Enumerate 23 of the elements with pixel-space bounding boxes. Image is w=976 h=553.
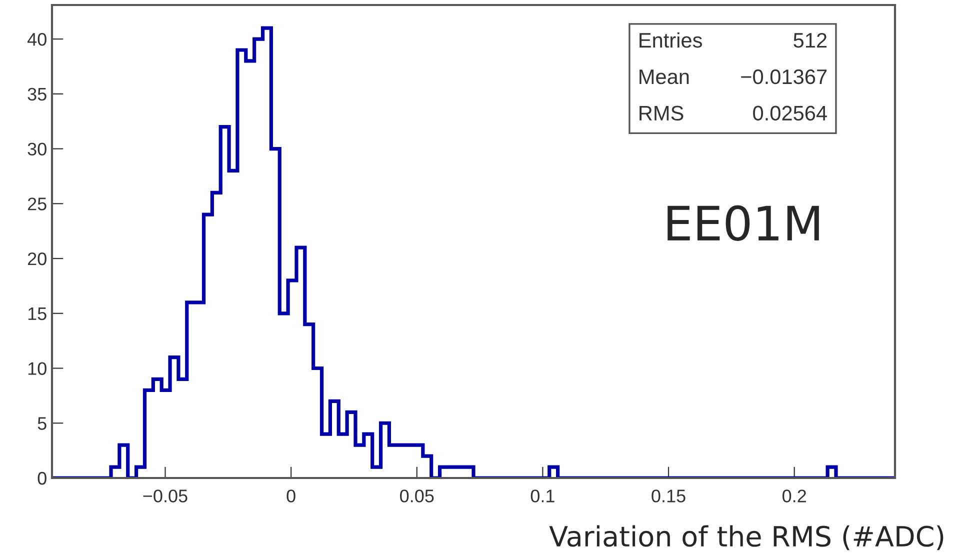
- x-tick-label: 0.2: [782, 490, 806, 502]
- y-tick-label: 15: [28, 308, 46, 320]
- y-tick-label: 0: [38, 472, 46, 485]
- annotation: Entries: [640, 32, 702, 48]
- y-tick-label: 10: [28, 362, 46, 375]
- x-tick-label: 0.1: [530, 490, 554, 502]
- y-tick-label: 5: [38, 417, 46, 430]
- x-tick-label: 0.05: [400, 490, 434, 502]
- x-tick-label: 0.15: [652, 490, 686, 502]
- x-tick-label: −0.05: [143, 490, 188, 502]
- annotation: 0.02564: [753, 106, 827, 121]
- annotation: Mean: [640, 70, 689, 84]
- y-tick-label: 30: [28, 142, 46, 156]
- annotation: 512: [794, 32, 827, 48]
- y-tick-label: 40: [27, 32, 46, 46]
- x-tick-label: 0: [286, 490, 296, 502]
- y-tick-label: 25: [28, 198, 46, 210]
- x-axis-title: Variation of the RMS (#ADC): [549, 525, 944, 550]
- annotation: EE01M: [668, 205, 819, 242]
- y-tick-label: 35: [28, 88, 46, 101]
- annotation: −0.01367: [741, 69, 827, 84]
- y-tick-label: 20: [28, 252, 46, 266]
- annotation: RMS: [640, 106, 684, 121]
